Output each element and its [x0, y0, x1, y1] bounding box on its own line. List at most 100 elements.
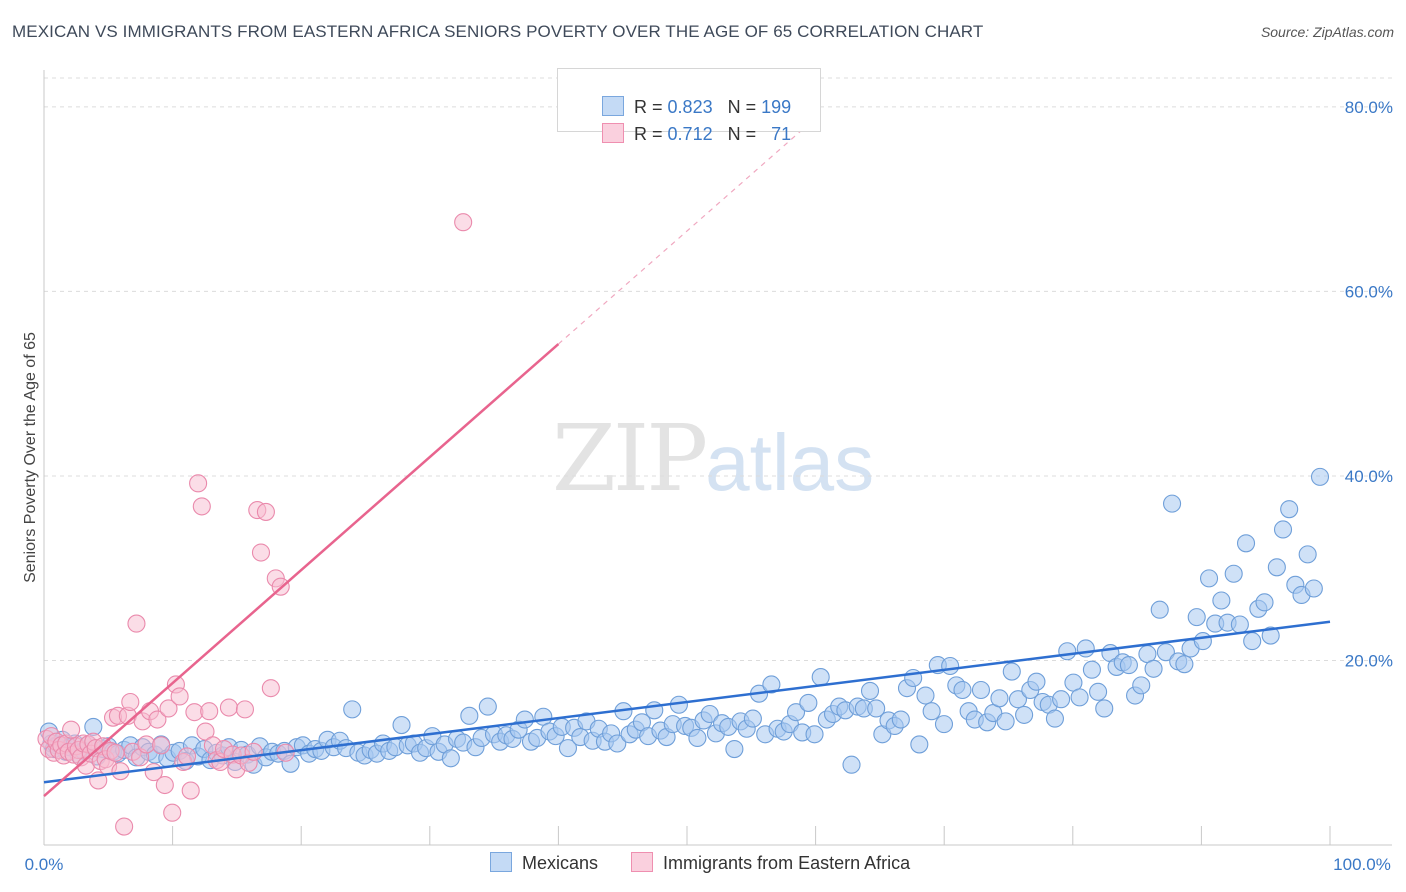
trendline-mexicans [43, 620, 1331, 784]
point-mexicans [1199, 569, 1219, 588]
point-eastern-africa [200, 702, 219, 721]
point-eastern-africa [62, 720, 81, 739]
legend-item-eastern-africa: Immigrants from Eastern Africa [631, 852, 910, 874]
point-mexicans [1119, 656, 1138, 675]
y-tick-label: 80.0% [1345, 98, 1393, 117]
legend-r-value: 0.712 [667, 124, 713, 144]
point-mexicans [1163, 494, 1182, 513]
trendline-eastern-africa [43, 343, 560, 798]
legend-item-mexicans: Mexicans [490, 852, 598, 874]
point-mexicans [392, 716, 411, 735]
y-tick-label: 20.0% [1345, 651, 1393, 670]
point-mexicans [1212, 591, 1231, 610]
point-mexicans [867, 699, 886, 718]
legend-label-mexicans: Mexicans [522, 853, 599, 873]
point-mexicans [1002, 662, 1021, 681]
point-mexicans [910, 735, 929, 754]
y-tick-label: 40.0% [1345, 467, 1393, 486]
point-eastern-africa [189, 474, 208, 493]
point-mexicans [1070, 688, 1089, 707]
chart-title: MEXICAN VS IMMIGRANTS FROM EASTERN AFRIC… [12, 22, 984, 41]
legend-n-value: 71 [771, 124, 792, 144]
watermark-atlas: atlas [705, 418, 875, 507]
point-mexicans [1089, 682, 1108, 701]
point-mexicans [805, 725, 824, 744]
point-mexicans [1236, 534, 1256, 553]
point-mexicans [1027, 672, 1046, 691]
point-mexicans [762, 675, 781, 694]
point-mexicans [743, 709, 762, 728]
point-eastern-africa [127, 614, 146, 633]
point-mexicans [953, 680, 972, 700]
legend-n-value: 199 [761, 97, 792, 117]
point-mexicans [1175, 655, 1194, 674]
point-mexicans [1045, 709, 1064, 728]
point-mexicans [1052, 690, 1071, 709]
point-mexicans [688, 728, 707, 748]
legend-row-eastern-africa: R = 0.712 N = 71 [582, 102, 791, 144]
point-mexicans [786, 703, 806, 722]
point-mexicans [1058, 642, 1077, 661]
point-eastern-africa [163, 803, 182, 822]
point-eastern-africa [106, 743, 125, 762]
point-mexicans [971, 680, 991, 700]
point-eastern-africa [219, 698, 238, 717]
y-axis-label: Seniors Poverty Over the Age of 65 [22, 332, 39, 583]
watermark-zip: ZIP [552, 405, 708, 512]
y-tick-label: 60.0% [1345, 282, 1393, 301]
legend-r-label: R = [634, 124, 663, 144]
point-mexicans [842, 755, 861, 774]
point-mexicans [941, 656, 960, 676]
point-mexicans [558, 739, 578, 758]
point-eastern-africa [192, 497, 211, 516]
point-mexicans [1193, 632, 1212, 651]
legend-swatch-pink [631, 852, 654, 872]
legend-n-label: N = [727, 124, 757, 144]
point-mexicans [515, 710, 534, 729]
point-mexicans [608, 734, 627, 753]
point-mexicans [1243, 632, 1262, 651]
point-eastern-africa [148, 710, 167, 729]
point-mexicans [1230, 615, 1249, 634]
trendline-eastern-africa-extension [558, 117, 816, 345]
point-eastern-africa [181, 781, 200, 800]
point-mexicans [799, 693, 818, 712]
point-eastern-africa [155, 775, 174, 795]
legend-r-label: R = [634, 97, 663, 117]
point-eastern-africa [159, 699, 178, 718]
point-mexicans [1150, 600, 1169, 619]
legend-n-label: N = [727, 97, 757, 117]
x-tick-label: 100.0% [1333, 855, 1391, 874]
point-mexicans [1261, 626, 1280, 645]
stats-legend: R = 0.823 N = 199 R = 0.712 N = 71 [557, 68, 821, 144]
point-mexicans [1224, 564, 1243, 583]
point-eastern-africa [196, 722, 215, 741]
point-mexicans [343, 700, 362, 719]
point-mexicans [1255, 593, 1274, 612]
point-mexicans [860, 681, 880, 700]
point-mexicans [1298, 545, 1317, 564]
point-mexicans [1076, 639, 1095, 658]
point-mexicans [1008, 690, 1028, 709]
watermark: ZIPatlas [552, 405, 874, 512]
legend-swatch-pink [602, 123, 625, 143]
point-mexicans [478, 697, 497, 716]
legend-label-eastern-africa: Immigrants from Eastern Africa [663, 853, 911, 873]
point-eastern-africa [152, 736, 171, 755]
point-mexicans [1095, 699, 1114, 718]
point-mexicans [1267, 558, 1286, 577]
point-eastern-africa [261, 679, 280, 698]
point-mexicans [934, 715, 954, 734]
point-mexicans [1082, 660, 1101, 679]
legend-row-mexicans: R = 0.823 N = 199 [582, 75, 791, 117]
point-mexicans [1156, 643, 1175, 662]
point-eastern-africa [177, 747, 197, 766]
point-eastern-africa [121, 692, 140, 712]
legend-r-value: 0.823 [667, 97, 713, 117]
point-mexicans [1144, 659, 1163, 678]
point-mexicans [1280, 500, 1299, 519]
point-mexicans [1187, 608, 1206, 627]
point-mexicans [460, 706, 479, 725]
point-mexicans [811, 668, 830, 687]
